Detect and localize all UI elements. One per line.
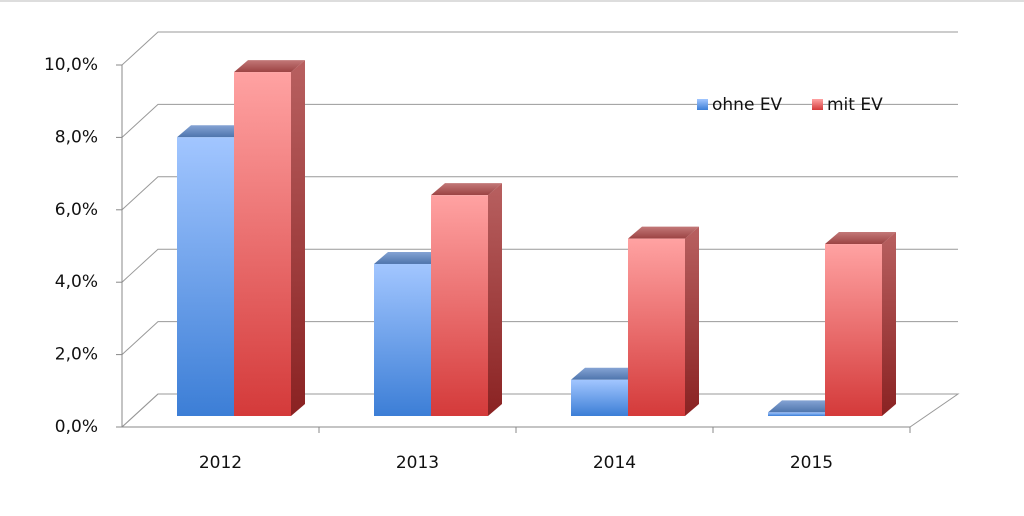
bar-front: [571, 379, 628, 416]
grid-line: [121, 176, 958, 211]
axes: 0,0% 2,0% 4,0% 6,0% 8,0% 10,0% 2012 2013 2014 201…: [44, 55, 911, 473]
bar-front: [177, 137, 234, 416]
bar-front: [431, 195, 488, 416]
bar-top: [628, 226, 699, 239]
bar-front: [768, 412, 825, 416]
legend-swatch: [812, 99, 823, 110]
bar: [234, 60, 305, 416]
y-tick-label: 2,0%: [55, 345, 98, 365]
bar-top: [374, 251, 445, 264]
x-tick-label: 2012: [199, 453, 242, 473]
bar-top: [571, 367, 642, 380]
bar: [628, 226, 699, 416]
y-tick-label: 0,0%: [55, 417, 98, 437]
y-tick-label: 4,0%: [55, 272, 98, 292]
y-tick-label: 6,0%: [55, 200, 98, 220]
bars: [177, 60, 896, 416]
bar-side: [882, 232, 896, 416]
bar-front: [234, 72, 291, 416]
bar-side: [291, 60, 305, 416]
bar-top: [234, 60, 305, 73]
x-tick-label: 2015: [790, 453, 833, 473]
bar-top: [825, 232, 896, 245]
bar-side: [685, 226, 699, 416]
bar-front: [825, 244, 882, 416]
y-tick-label: 10,0%: [44, 55, 98, 75]
bar: [431, 183, 502, 416]
bar-front: [628, 238, 685, 416]
y-tick-label: 8,0%: [55, 127, 98, 147]
bar-top: [431, 183, 502, 196]
grid-line: [121, 31, 958, 66]
grid-line: [121, 103, 958, 138]
bar-top: [768, 400, 839, 413]
legend-label: mit EV: [827, 95, 883, 115]
legend-swatch: [697, 99, 708, 110]
bar-top: [177, 125, 248, 138]
x-tick-label: 2013: [396, 453, 439, 473]
legend-label: ohne EV: [712, 95, 783, 115]
x-tick-label: 2014: [593, 453, 636, 473]
bar: [825, 232, 896, 416]
bar-side: [488, 183, 502, 416]
bar-front: [374, 263, 431, 416]
